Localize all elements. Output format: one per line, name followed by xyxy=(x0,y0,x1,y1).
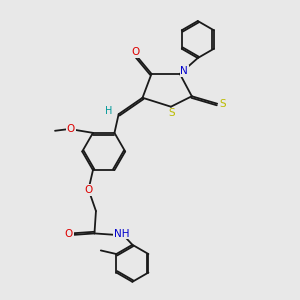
Text: S: S xyxy=(168,108,175,118)
Text: H: H xyxy=(105,106,113,116)
Text: NH: NH xyxy=(114,229,129,239)
Text: O: O xyxy=(84,185,93,195)
Text: S: S xyxy=(219,99,226,109)
Text: N: N xyxy=(181,66,188,76)
Text: O: O xyxy=(65,229,73,239)
Text: O: O xyxy=(132,47,140,57)
Text: O: O xyxy=(67,124,75,134)
